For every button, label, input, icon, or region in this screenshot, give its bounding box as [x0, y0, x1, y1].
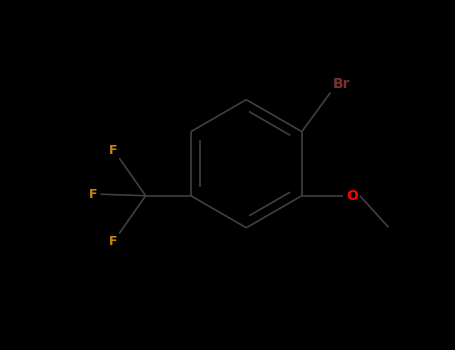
Text: F: F: [89, 188, 97, 201]
Text: O: O: [346, 189, 358, 203]
Text: F: F: [108, 235, 117, 248]
Text: F: F: [108, 144, 117, 156]
Text: Br: Br: [333, 77, 350, 91]
